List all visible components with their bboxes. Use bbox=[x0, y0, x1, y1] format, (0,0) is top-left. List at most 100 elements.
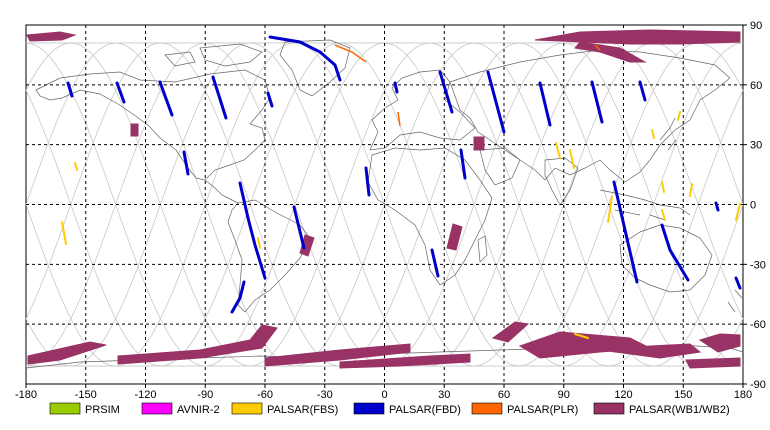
swath bbox=[569, 149, 575, 169]
x-tick-label: 90 bbox=[558, 389, 570, 401]
swath bbox=[299, 234, 315, 257]
coastline-india bbox=[544, 157, 579, 206]
coastline-japan bbox=[659, 117, 677, 151]
swath bbox=[364, 166, 371, 197]
swath bbox=[555, 142, 561, 159]
swath bbox=[158, 80, 174, 117]
swath bbox=[397, 111, 401, 127]
swath bbox=[238, 181, 267, 280]
y-tick-label: 0 bbox=[750, 200, 756, 212]
swath bbox=[714, 201, 720, 212]
x-tick-label: 60 bbox=[498, 389, 510, 401]
swath bbox=[393, 81, 399, 94]
coastlines bbox=[25, 39, 744, 369]
swaths-fbs bbox=[61, 111, 741, 339]
swath bbox=[486, 70, 506, 134]
y-tick-label: -30 bbox=[750, 259, 766, 271]
x-tick-label: 30 bbox=[438, 389, 450, 401]
legend-swatch bbox=[141, 402, 173, 415]
orbit-track bbox=[25, 42, 744, 367]
swath bbox=[74, 162, 78, 171]
legend-label: PRSIM bbox=[85, 404, 120, 416]
coastline-central-america bbox=[204, 179, 239, 204]
swath bbox=[430, 248, 440, 278]
swath bbox=[438, 70, 454, 114]
swath bbox=[677, 111, 681, 121]
swath bbox=[661, 181, 665, 193]
swath bbox=[607, 196, 613, 223]
swath bbox=[638, 80, 647, 102]
swath bbox=[538, 81, 552, 127]
legend: PRSIM AVNIR-2 PALSAR(FBS) PALSAR(FBD) PALSAR… bbox=[49, 402, 730, 416]
coastline-madagascar bbox=[477, 235, 488, 263]
legend-label: PALSAR(PLR) bbox=[507, 404, 578, 416]
legend-label: PALSAR(FBS) bbox=[267, 404, 338, 416]
acquisition-swaths bbox=[26, 29, 742, 369]
x-tick-label: 150 bbox=[674, 389, 692, 401]
coastline-new-zealand bbox=[727, 289, 743, 313]
swaths-plr bbox=[334, 44, 601, 127]
swath bbox=[574, 41, 647, 63]
swath bbox=[612, 180, 639, 284]
swath bbox=[266, 91, 274, 108]
legend-swatch bbox=[49, 402, 81, 415]
swath bbox=[292, 205, 306, 250]
swath bbox=[459, 148, 467, 180]
swath bbox=[574, 333, 589, 339]
x-tick-label: -30 bbox=[317, 389, 333, 401]
coastline-north-america bbox=[35, 69, 271, 181]
x-tick-label: -120 bbox=[134, 389, 156, 401]
swath bbox=[446, 223, 463, 251]
swath bbox=[130, 123, 139, 137]
y-tick-label: 90 bbox=[750, 20, 762, 32]
legend-swatch bbox=[593, 402, 625, 415]
y-tick-label: 30 bbox=[750, 140, 762, 152]
swath bbox=[257, 237, 261, 249]
coastline-south-america bbox=[227, 199, 311, 313]
coastline-greenland bbox=[279, 39, 351, 97]
swath bbox=[264, 343, 411, 367]
swath bbox=[491, 321, 530, 343]
swath bbox=[473, 136, 485, 151]
swath bbox=[211, 75, 228, 120]
swaths-fbd bbox=[66, 35, 742, 314]
swath bbox=[689, 183, 693, 197]
x-tick-label: -60 bbox=[257, 389, 273, 401]
legend-label: PALSAR(FBD) bbox=[389, 404, 461, 416]
coastline-arctic-islands bbox=[164, 43, 263, 67]
y-tick-label: -60 bbox=[750, 319, 766, 331]
swath bbox=[735, 203, 741, 221]
swath bbox=[651, 129, 655, 139]
y-tick-label: -90 bbox=[750, 379, 766, 391]
x-tick-label: -180 bbox=[15, 389, 37, 401]
swath bbox=[534, 29, 741, 45]
swaths-wb1-wb2 bbox=[26, 29, 741, 369]
x-tick-label: 0 bbox=[381, 389, 387, 401]
swath bbox=[685, 357, 741, 369]
swath bbox=[334, 44, 367, 63]
y-tick-label: 60 bbox=[750, 80, 762, 92]
y-axis-ticks: 90 60 30 0 -30 -60 -90 bbox=[743, 20, 766, 391]
swath bbox=[27, 341, 107, 365]
x-tick-label: 120 bbox=[614, 389, 632, 401]
legend-swatch bbox=[231, 402, 263, 415]
swath bbox=[66, 81, 74, 98]
swath bbox=[660, 223, 690, 282]
swath bbox=[115, 81, 126, 104]
legend-label: AVNIR-2 bbox=[177, 404, 220, 416]
x-tick-label: 180 bbox=[734, 389, 752, 401]
x-tick-label: -90 bbox=[197, 389, 213, 401]
swath bbox=[661, 209, 666, 221]
swath bbox=[594, 44, 601, 51]
coastline-arabia bbox=[479, 147, 521, 186]
swath bbox=[339, 353, 471, 369]
x-tick-label: -150 bbox=[75, 389, 97, 401]
legend-swatch bbox=[353, 402, 385, 415]
swath bbox=[590, 80, 604, 124]
swath bbox=[182, 150, 190, 176]
legend-swatch bbox=[471, 402, 503, 415]
swath bbox=[734, 276, 742, 290]
swath bbox=[268, 35, 342, 82]
swath bbox=[698, 333, 741, 353]
